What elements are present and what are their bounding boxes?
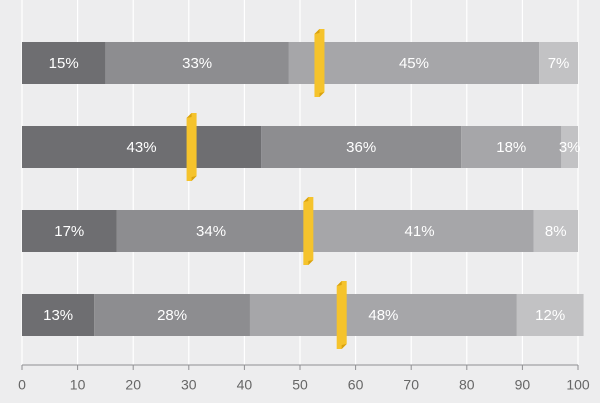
bar-row4-segment1 (22, 294, 95, 336)
bar-label-row1-segment4: 7% (548, 55, 570, 72)
marker-row2 (186, 113, 197, 181)
bar-row1-segment4 (539, 42, 578, 84)
bar-row3-segment2 (116, 210, 306, 252)
markers (186, 29, 347, 349)
bar-label-row2-segment1: 43% (127, 139, 157, 156)
x-tick-label-30: 30 (181, 377, 197, 393)
x-tick-label-40: 40 (237, 377, 253, 393)
bar-label-row2-segment3: 18% (496, 139, 526, 156)
bar-row2-segment4 (561, 126, 578, 168)
bar-row3-segment4 (533, 210, 578, 252)
bar-label-row2-segment4: 3% (559, 139, 581, 156)
bar-label-row4-segment3: 48% (368, 307, 398, 324)
x-tick-label-10: 10 (70, 377, 86, 393)
marker-row3 (303, 197, 314, 265)
bar-label-row4-segment2: 28% (157, 307, 187, 324)
bar-row1-segment1 (22, 42, 106, 84)
bar-row2-segment2 (261, 126, 462, 168)
x-tick-label-50: 50 (292, 377, 308, 393)
bar-label-row3-segment1: 17% (54, 223, 84, 240)
bar-row4-segment4 (516, 294, 584, 336)
bar-label-row2-segment2: 36% (346, 139, 376, 156)
bar-row2-segment1 (22, 126, 262, 168)
bar-row3-segment3 (305, 210, 534, 252)
bar-row4-segment3 (249, 294, 517, 336)
bars: 15% 33% 45% 7% 43% 36% 18% 3% 17% 34% 41% 8% 13% 28% 4… (22, 42, 584, 336)
bar-row4-segment2 (94, 294, 250, 336)
bar-label-row1-segment1: 15% (49, 55, 79, 72)
x-tick-label-20: 20 (125, 377, 141, 393)
bar-label-row4-segment1: 13% (43, 307, 73, 324)
x-tick-label-0: 0 (18, 377, 26, 393)
x-axis: 0 10 20 30 40 50 60 70 80 90 100 (18, 364, 590, 393)
bar-row1-segment3 (288, 42, 540, 84)
x-tick-label-100: 100 (566, 377, 590, 393)
x-tick-label-90: 90 (515, 377, 531, 393)
bar-label-row1-segment3: 45% (399, 55, 429, 72)
x-tick-label-70: 70 (403, 377, 419, 393)
x-tick-label-60: 60 (348, 377, 364, 393)
x-tick-label-80: 80 (459, 377, 475, 393)
bar-label-row3-segment2: 34% (196, 223, 226, 240)
bar-label-row3-segment4: 8% (545, 223, 567, 240)
bar-label-row3-segment3: 41% (405, 223, 435, 240)
marker-row1 (314, 29, 325, 97)
bar-label-row1-segment2: 33% (182, 55, 212, 72)
bar-row2-segment3 (461, 126, 562, 168)
marker-row4 (336, 281, 347, 349)
bar-label-row4-segment4: 12% (535, 307, 565, 324)
bar-row3-segment1 (22, 210, 117, 252)
bar-row1-segment2 (105, 42, 289, 84)
